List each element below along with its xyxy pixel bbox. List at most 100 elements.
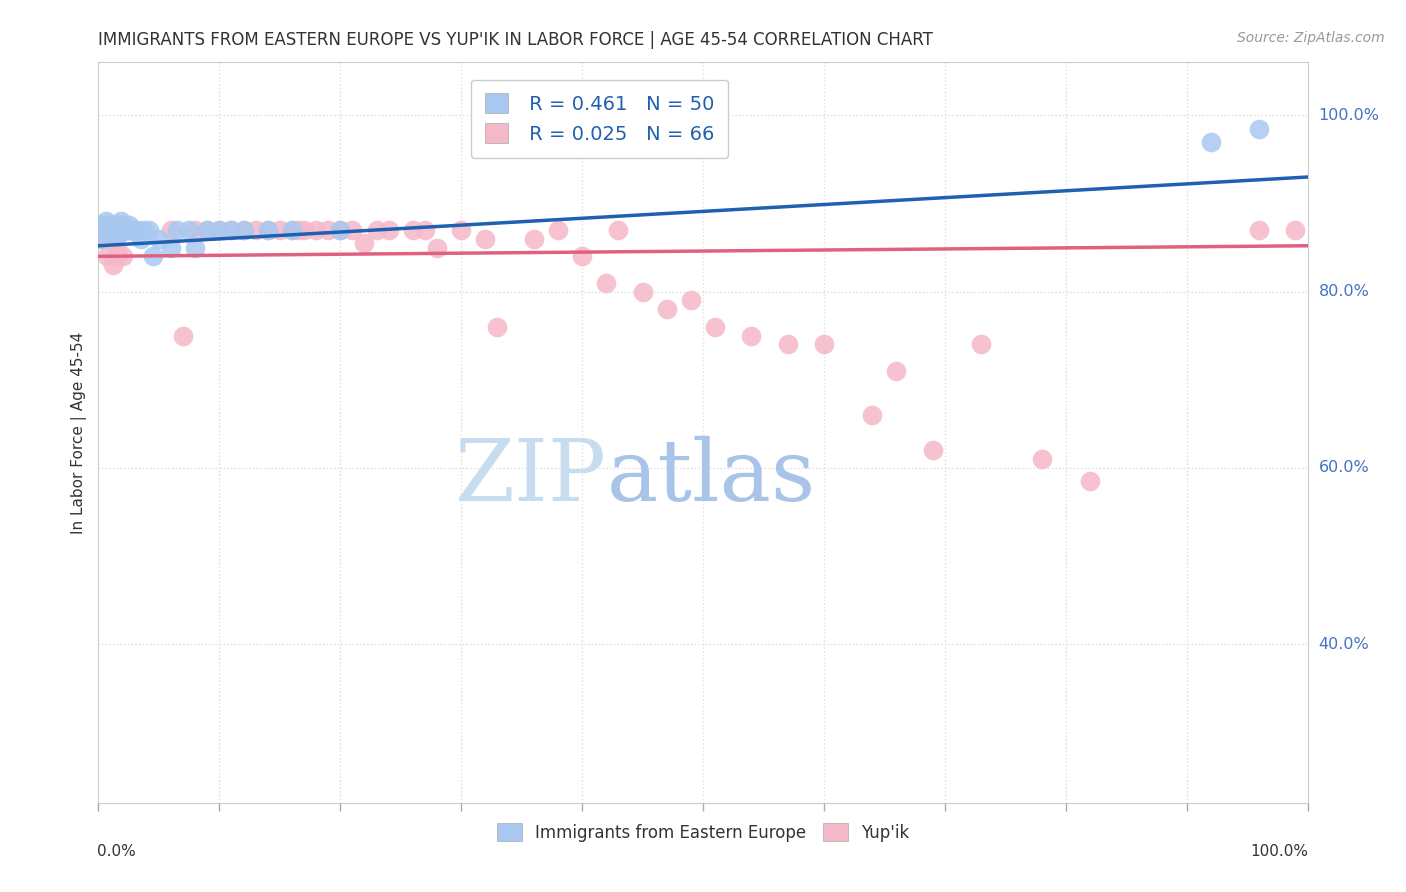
Point <box>105 240 128 255</box>
Point <box>121 223 143 237</box>
Point <box>108 223 131 237</box>
Point <box>1031 452 1053 467</box>
Point <box>107 249 129 263</box>
Point <box>97 223 120 237</box>
Point <box>595 276 617 290</box>
Point <box>1249 121 1271 136</box>
Point <box>96 249 118 263</box>
Point <box>105 219 128 233</box>
Point <box>101 258 124 272</box>
Point <box>100 232 122 246</box>
Point <box>1199 135 1222 149</box>
Point <box>1078 474 1101 488</box>
Point <box>91 223 114 237</box>
Point <box>100 223 122 237</box>
Point <box>118 219 141 233</box>
Point <box>342 223 364 237</box>
Legend: Immigrants from Eastern Europe, Yup'ik: Immigrants from Eastern Europe, Yup'ik <box>488 815 918 850</box>
Point <box>97 223 120 237</box>
Point <box>114 223 136 237</box>
Point <box>127 223 149 237</box>
Point <box>101 223 124 237</box>
Point <box>813 337 835 351</box>
Point <box>120 223 142 237</box>
Point <box>97 219 120 233</box>
Point <box>93 223 115 237</box>
Point <box>450 223 472 237</box>
Point <box>134 223 156 237</box>
Point <box>184 223 207 237</box>
Point <box>208 223 231 237</box>
Point <box>329 223 352 237</box>
Point <box>402 223 425 237</box>
Point <box>704 319 727 334</box>
Text: 0.0%: 0.0% <box>97 844 136 858</box>
Point <box>104 219 127 233</box>
Point <box>111 249 134 263</box>
Point <box>142 249 165 263</box>
Point <box>740 328 762 343</box>
Point <box>100 227 122 242</box>
Point <box>108 219 131 233</box>
Point <box>970 337 993 351</box>
Point <box>110 223 132 237</box>
Text: IMMIGRANTS FROM EASTERN EUROPE VS YUP'IK IN LABOR FORCE | AGE 45-54 CORRELATION : IMMIGRANTS FROM EASTERN EUROPE VS YUP'IK… <box>98 31 934 49</box>
Point <box>138 223 160 237</box>
Point <box>114 223 136 237</box>
Point <box>232 223 254 237</box>
Point <box>256 223 278 237</box>
Point <box>108 227 131 242</box>
Point <box>160 240 183 255</box>
Point <box>292 223 315 237</box>
Point <box>96 219 118 233</box>
Point <box>426 240 449 255</box>
Point <box>523 232 546 246</box>
Point <box>105 227 128 242</box>
Point <box>631 285 654 299</box>
Point <box>1249 223 1271 237</box>
Point <box>413 223 436 237</box>
Point <box>98 223 121 237</box>
Point <box>287 223 309 237</box>
Point <box>221 223 243 237</box>
Point <box>281 223 304 237</box>
Text: Source: ZipAtlas.com: Source: ZipAtlas.com <box>1237 31 1385 45</box>
Text: 80.0%: 80.0% <box>1319 284 1369 299</box>
Point <box>655 302 678 317</box>
Point <box>160 223 183 237</box>
Point <box>118 223 141 237</box>
Point <box>91 223 114 237</box>
Point <box>91 219 114 233</box>
Point <box>118 223 141 237</box>
Point <box>269 223 291 237</box>
Point <box>108 223 131 237</box>
Point <box>195 223 218 237</box>
Point <box>208 223 231 237</box>
Point <box>124 223 146 237</box>
Point <box>195 223 218 237</box>
Point <box>104 223 127 237</box>
Point <box>860 408 883 422</box>
Point <box>103 223 125 237</box>
Point <box>232 223 254 237</box>
Point <box>776 337 799 351</box>
Point <box>547 223 569 237</box>
Text: 40.0%: 40.0% <box>1319 637 1369 652</box>
Point <box>129 232 152 246</box>
Point <box>100 219 122 233</box>
Point <box>256 223 278 237</box>
Point <box>921 443 943 458</box>
Point <box>148 232 170 246</box>
Point <box>571 249 593 263</box>
Point <box>124 223 146 237</box>
Point <box>1284 223 1306 237</box>
Text: 100.0%: 100.0% <box>1319 108 1379 123</box>
Point <box>607 223 630 237</box>
Point <box>172 328 194 343</box>
Point <box>90 232 112 246</box>
Point <box>486 319 509 334</box>
Point <box>110 214 132 228</box>
Point <box>115 223 138 237</box>
Point <box>184 240 207 255</box>
Point <box>117 223 139 237</box>
